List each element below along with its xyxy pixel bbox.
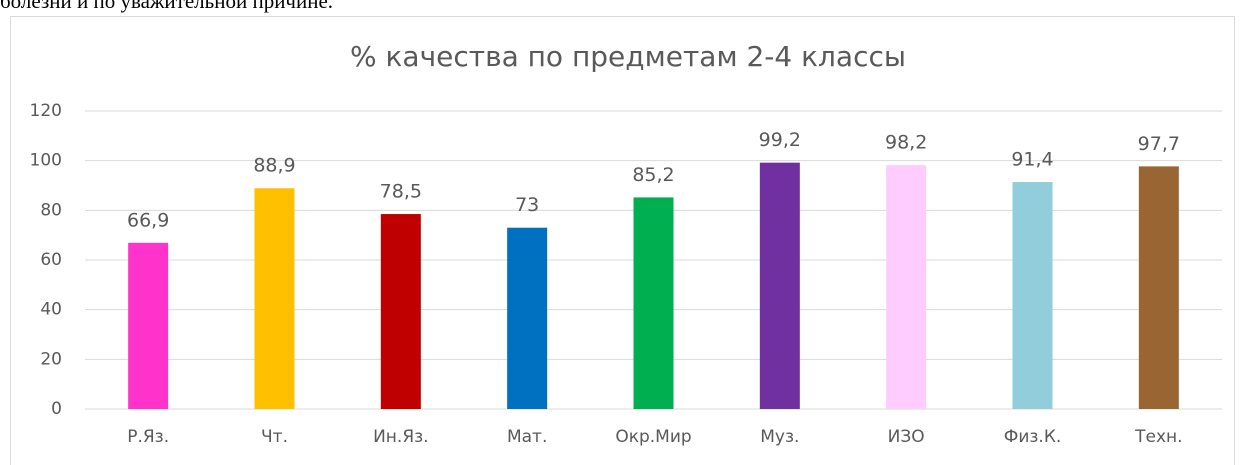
y-tick-label: 80 — [40, 200, 62, 220]
x-tick-label: Мат. — [507, 427, 547, 447]
bar — [1012, 182, 1053, 409]
y-tick-label: 60 — [40, 250, 62, 270]
data-label: 88,9 — [253, 155, 295, 177]
bar — [254, 188, 295, 409]
data-label: 91,4 — [1011, 149, 1053, 171]
x-tick-label: Р.Яз. — [127, 427, 169, 447]
x-tick-label: Ин.Яз. — [373, 427, 429, 447]
y-tick-label: 120 — [30, 101, 62, 121]
x-tick-label: ИЗО — [888, 427, 925, 447]
data-label: 85,2 — [632, 164, 674, 186]
bar — [886, 165, 927, 409]
y-tick-label: 20 — [40, 349, 62, 369]
x-tick-label: Техн. — [1134, 427, 1182, 447]
bar — [759, 162, 800, 409]
data-label: 73 — [515, 194, 539, 216]
bar — [128, 242, 169, 409]
y-tick-label: 100 — [30, 151, 62, 171]
x-tick-label: Физ.К. — [1004, 427, 1062, 447]
bar — [507, 227, 548, 409]
data-label: 97,7 — [1138, 133, 1180, 155]
x-tick-label: Чт. — [261, 427, 288, 447]
bar — [380, 214, 421, 409]
header-text: болезни и по уважительной причине. — [0, 0, 333, 13]
y-tick-label: 0 — [51, 399, 62, 419]
data-label: 78,5 — [380, 181, 422, 203]
chart-title: % качества по предметам 2-4 классы — [350, 40, 906, 73]
y-tick-label: 40 — [40, 300, 62, 320]
bar — [1138, 166, 1179, 409]
x-tick-label: Окр.Мир — [615, 427, 691, 447]
data-label: 98,2 — [885, 132, 927, 154]
bar — [633, 197, 674, 409]
data-label: 66,9 — [127, 209, 169, 231]
x-tick-label: Муз. — [760, 427, 799, 447]
data-label: 99,2 — [759, 129, 801, 151]
